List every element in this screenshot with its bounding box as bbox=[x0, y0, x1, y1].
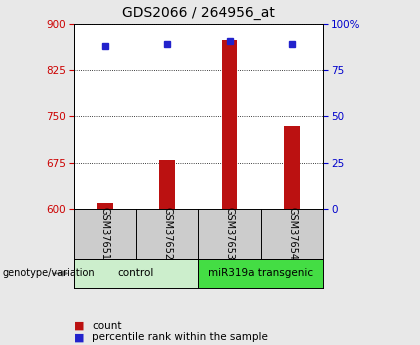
Bar bbox=[284, 126, 300, 209]
Text: ■: ■ bbox=[74, 321, 84, 331]
Text: GSM37652: GSM37652 bbox=[162, 207, 172, 260]
Title: GDS2066 / 264956_at: GDS2066 / 264956_at bbox=[122, 6, 275, 20]
Text: percentile rank within the sample: percentile rank within the sample bbox=[92, 333, 268, 342]
Text: count: count bbox=[92, 321, 122, 331]
Bar bbox=[74, 259, 199, 288]
Text: control: control bbox=[118, 268, 154, 278]
Text: genotype/variation: genotype/variation bbox=[2, 268, 95, 278]
Text: GSM37653: GSM37653 bbox=[225, 207, 235, 260]
Bar bbox=[199, 259, 323, 288]
Text: GSM37651: GSM37651 bbox=[100, 207, 110, 260]
Bar bbox=[97, 203, 113, 209]
Bar bbox=[160, 159, 175, 209]
Text: GSM37654: GSM37654 bbox=[287, 207, 297, 260]
Text: ■: ■ bbox=[74, 333, 84, 342]
Bar bbox=[222, 40, 237, 209]
Text: miR319a transgenic: miR319a transgenic bbox=[208, 268, 313, 278]
